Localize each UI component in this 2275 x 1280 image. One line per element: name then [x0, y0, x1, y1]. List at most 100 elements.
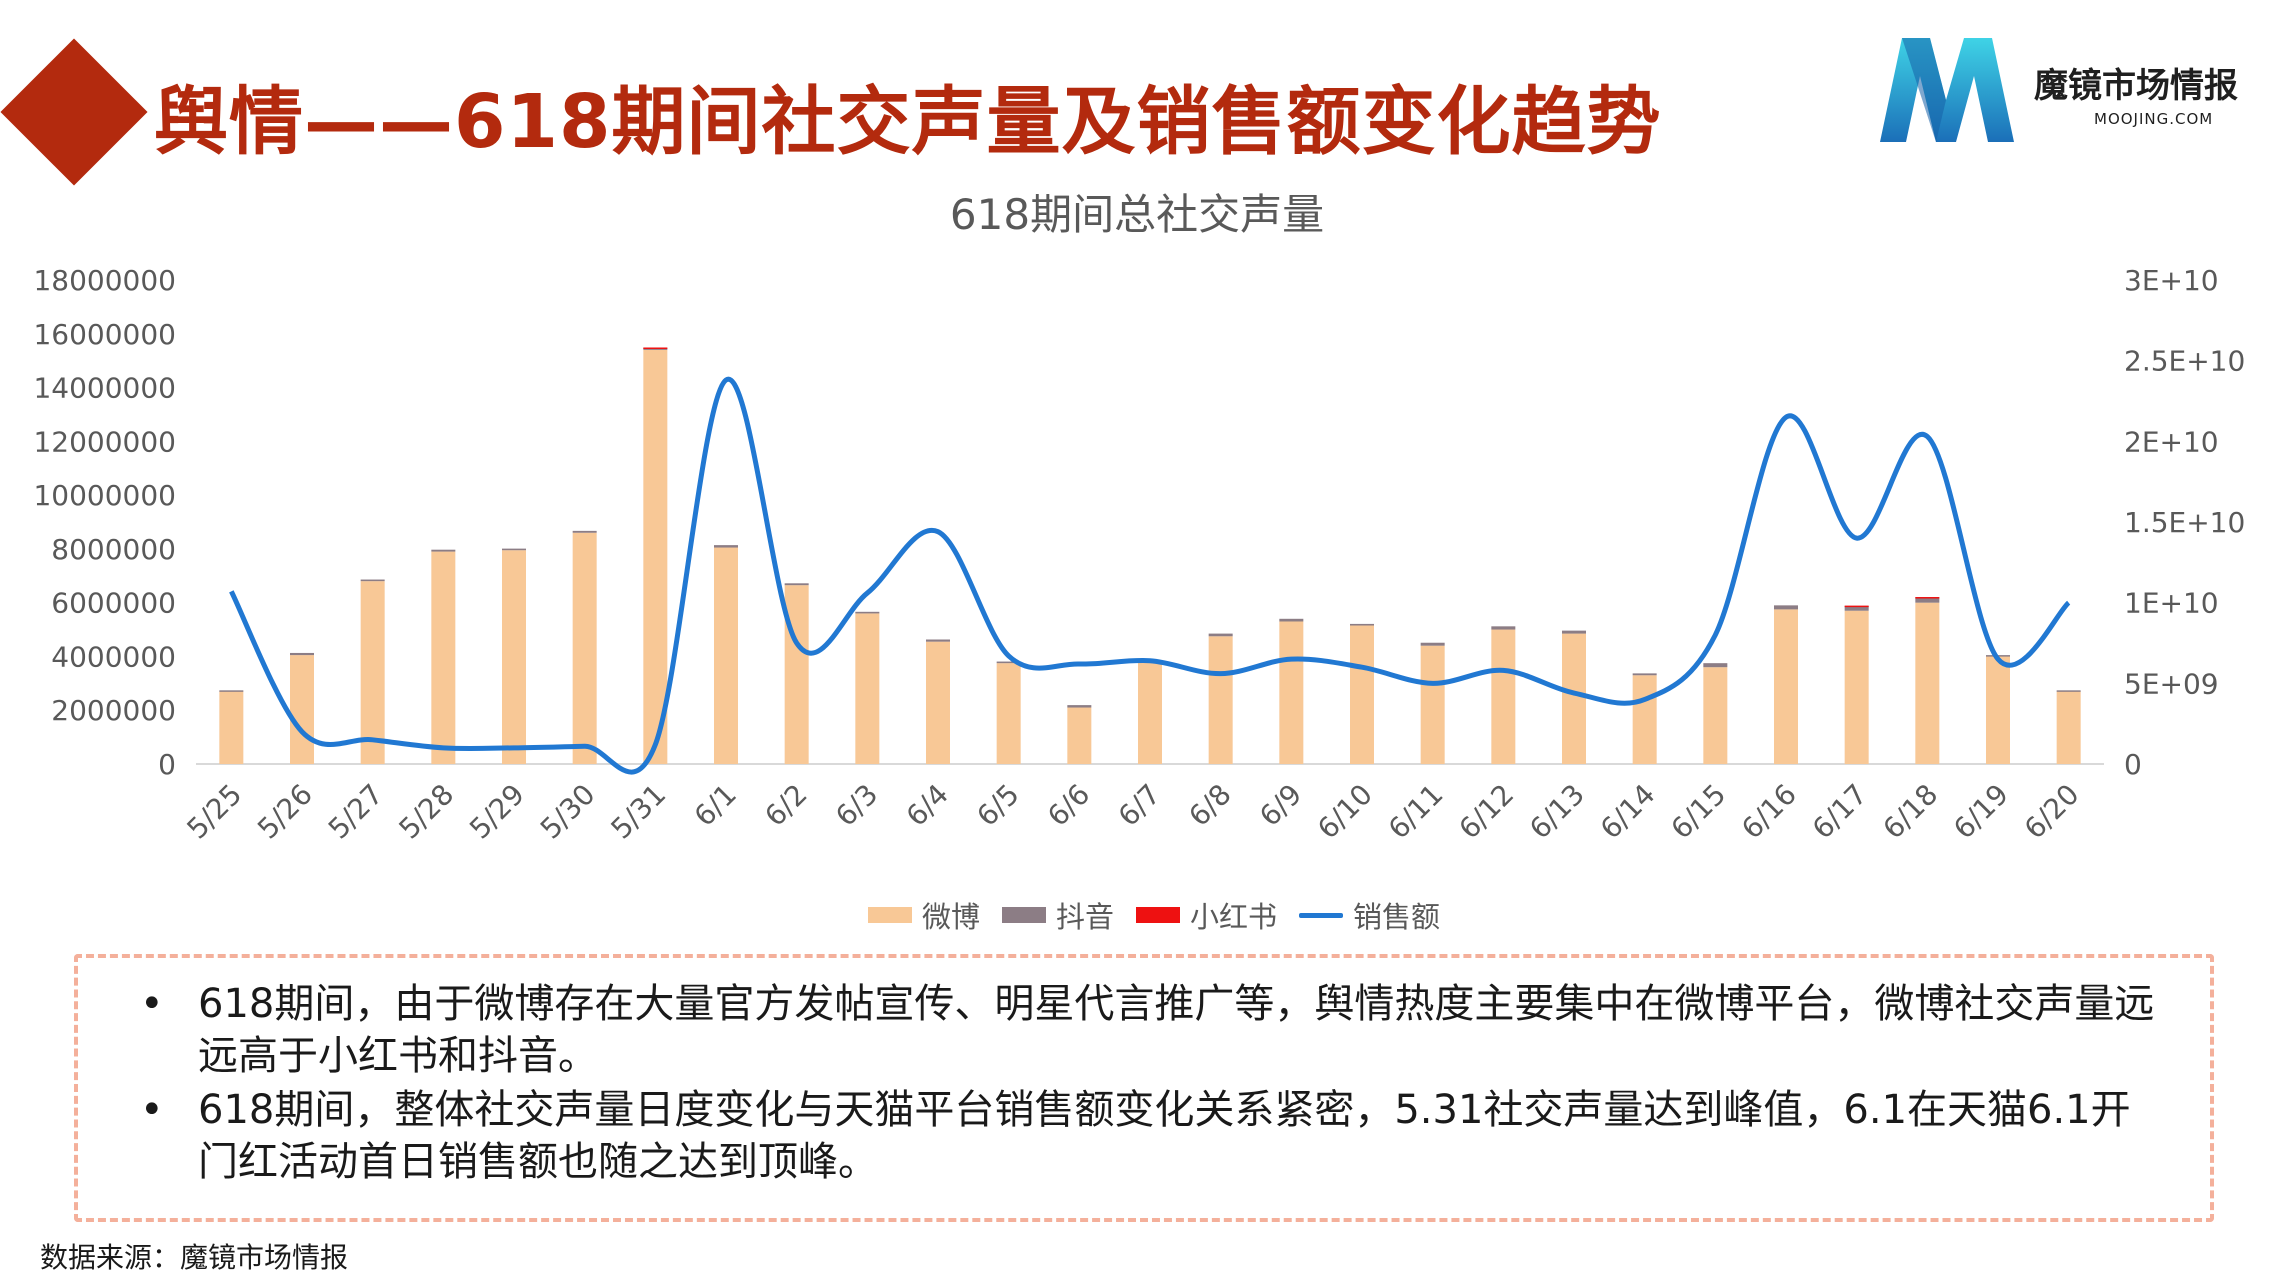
y-tick-label: 0 — [158, 748, 176, 781]
slide-title: 舆情——618期间社交声量及销售额变化趋势 — [154, 79, 1662, 165]
x-tick-label: 6/5 — [970, 778, 1025, 833]
chart-legend: 微博 抖音 小红书 销售额 — [868, 894, 1462, 936]
bar-微博 — [219, 691, 244, 764]
y-tick-label: 6000000 — [51, 587, 176, 620]
x-tick-label: 6/20 — [2018, 778, 2086, 846]
bar-抖音 — [1279, 618, 1304, 622]
y-tick-label: 10000000 — [33, 479, 176, 512]
bar-微博 — [714, 547, 738, 764]
bar-抖音 — [572, 530, 597, 533]
bar-抖音 — [1632, 673, 1657, 676]
bar-微博 — [1067, 707, 1092, 764]
y2-tick-label: 5E+09 — [2124, 667, 2219, 700]
x-tick-label: 5/28 — [392, 778, 460, 846]
bullet-icon: • — [140, 1087, 164, 1133]
x-tick-label: 5/30 — [534, 778, 602, 846]
title-diamond-icon — [0, 38, 148, 186]
notes-box: • 618期间，由于微博存在大量官方发帖宣传、明星代言推广等，舆情热度主要集中在… — [74, 954, 2214, 1222]
bar-微博 — [1350, 625, 1374, 764]
bar-抖音 — [855, 611, 880, 614]
logo: 魔镜市场情报 MOOJING.COM — [1872, 30, 2272, 150]
bar-抖音 — [996, 661, 1021, 664]
moojing-m-logo-icon — [1880, 38, 2014, 142]
bar-抖音 — [714, 545, 738, 548]
y2-tick-label: 0 — [2124, 748, 2142, 781]
x-tick-label: 6/17 — [1806, 778, 1874, 846]
x-tick-label: 5/27 — [322, 778, 390, 846]
bar-微博 — [996, 663, 1021, 764]
y-tick-label: 16000000 — [33, 318, 176, 351]
bar-微博 — [1915, 602, 1940, 764]
x-tick-label: 6/16 — [1735, 778, 1803, 846]
bar-小红书 — [643, 347, 668, 349]
legend-item: 小红书 — [1136, 894, 1277, 936]
bar-微博 — [290, 655, 314, 764]
bar-微博 — [1844, 610, 1869, 764]
logo-url: MOOJING.COM — [2094, 110, 2214, 128]
legend-label: 销售额 — [1353, 900, 1441, 934]
y2-tick-label: 1E+10 — [2124, 587, 2219, 620]
bar-抖音 — [1208, 633, 1233, 637]
x-tick-label: 6/14 — [1594, 778, 1662, 846]
x-tick-label: 6/12 — [1452, 778, 1520, 846]
y-tick-label: 18000000 — [33, 264, 176, 297]
bar-微博 — [784, 585, 809, 764]
x-tick-label: 6/13 — [1523, 778, 1591, 846]
x-tick-label: 6/3 — [829, 778, 884, 833]
x-tick-label: 6/10 — [1311, 778, 1379, 846]
bar-抖音 — [1703, 663, 1728, 668]
logo-name: 魔镜市场情报 — [2034, 66, 2238, 106]
x-tick-label: 6/9 — [1253, 778, 1308, 833]
x-tick-label: 6/2 — [758, 778, 813, 833]
bar-抖音 — [926, 639, 950, 642]
x-tick-label: 6/15 — [1664, 778, 1732, 846]
bullet-icon: • — [140, 981, 164, 1027]
y-tick-label: 14000000 — [33, 372, 176, 405]
bar-抖音 — [502, 548, 526, 551]
note-item: • 618期间，由于微博存在大量官方发帖宣传、明星代言推广等，舆情热度主要集中在… — [78, 978, 2170, 1082]
bar-小红书 — [1844, 605, 1869, 608]
bar-微博 — [855, 613, 880, 764]
bar-微博 — [1138, 661, 1162, 764]
legend-swatch — [1299, 912, 1344, 918]
bar-微博 — [572, 532, 597, 764]
x-tick-label: 5/29 — [463, 778, 531, 846]
x-tick-label: 5/31 — [604, 778, 672, 846]
y-tick-label: 4000000 — [51, 640, 176, 673]
legend-label: 微博 — [922, 900, 981, 934]
legend-item: 销售额 — [1299, 894, 1440, 936]
chart: 618期间总社交声量 0 2000000 4000000 6000000 8000000… — [33, 190, 2245, 846]
bar-微博 — [431, 551, 456, 764]
legend-item: 微博 — [868, 894, 980, 936]
y-tick-label: 12000000 — [33, 425, 176, 458]
bar-微博 — [1632, 675, 1657, 764]
bar-微博 — [1703, 667, 1728, 764]
x-tick-label: 6/6 — [1041, 778, 1096, 833]
bar-小红书 — [1915, 597, 1940, 599]
x-tick-label: 6/11 — [1382, 778, 1450, 846]
bar-微博 — [502, 550, 526, 764]
chart-title: 618期间总社交声量 — [950, 190, 1324, 239]
legend-label: 抖音 — [1056, 900, 1115, 934]
note-text: 618期间，整体社交声量日度变化与天猫平台销售额变化关系紧密，5.31社交声量达… — [198, 1087, 2131, 1185]
bar-抖音 — [1915, 597, 1940, 603]
x-tick-label: 6/19 — [1947, 778, 2015, 846]
bar-微博 — [2056, 691, 2081, 764]
legend-swatch — [868, 907, 912, 923]
bar-抖音 — [219, 690, 244, 692]
bar-微博 — [1279, 621, 1304, 764]
y2-tick-label: 2E+10 — [2124, 425, 2219, 458]
note-text: 618期间，由于微博存在大量官方发帖宣传、明星代言推广等，舆情热度主要集中在微博… — [198, 981, 2155, 1079]
bar-微博 — [1491, 629, 1516, 764]
x-tick-label: 6/1 — [688, 778, 743, 833]
bar-微博 — [926, 641, 950, 764]
y-tick-label: 8000000 — [51, 533, 176, 566]
bar-微博 — [1420, 645, 1445, 764]
x-tick-label: 6/4 — [900, 778, 955, 833]
y2-tick-label: 2.5E+10 — [2124, 345, 2245, 378]
legend-swatch — [1002, 907, 1047, 923]
legend-label: 小红书 — [1190, 900, 1278, 934]
x-tick-label: 6/7 — [1112, 778, 1167, 833]
bar-抖音 — [431, 549, 456, 552]
x-tick-label: 5/26 — [251, 778, 319, 846]
